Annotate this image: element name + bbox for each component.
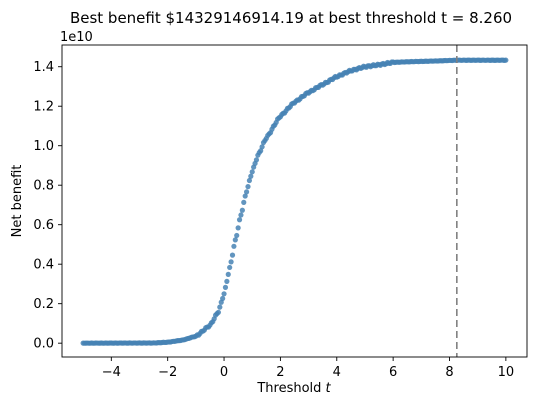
data-point — [241, 199, 247, 205]
plot-area-frame — [61, 44, 528, 358]
x-tick-label: −2 — [158, 365, 177, 380]
y-axis-ticks: 0.0 0.2 0.4 0.6 0.8 1.0 1.2 1.4 — [33, 60, 62, 352]
y-tick-label: 0.4 — [33, 258, 54, 273]
data-point — [220, 295, 226, 302]
data-point — [231, 243, 237, 249]
y-tick-label: 0.2 — [33, 297, 54, 312]
x-tick-label: 10 — [498, 365, 515, 380]
data-point — [236, 217, 243, 223]
data-point — [238, 212, 244, 218]
x-tick-label: 0 — [220, 365, 228, 380]
x-axis-label-text: Threshold — [256, 381, 325, 396]
data-point — [215, 309, 222, 315]
chart-title: Best benefit $14329146914.19 at best thr… — [70, 9, 512, 27]
data-point — [243, 189, 250, 195]
data-point — [221, 291, 227, 297]
y-offset-text: 1e10 — [60, 30, 93, 45]
data-point — [229, 252, 236, 258]
y-tick-label: 0.8 — [33, 179, 54, 194]
y-tick-label: 1.4 — [33, 60, 54, 75]
data-point — [249, 169, 255, 175]
y-axis-label: Net benefit — [10, 165, 25, 238]
x-tick-label: −4 — [102, 365, 121, 380]
x-axis-ticks: −4 −2 0 2 4 6 8 10 — [102, 357, 514, 380]
x-axis-label: Threshold t — [256, 381, 331, 396]
x-axis-label-variable: t — [326, 381, 332, 396]
y-tick-label: 0.6 — [33, 218, 54, 233]
data-point — [234, 232, 240, 239]
data-point — [503, 57, 509, 63]
data-point — [222, 284, 229, 290]
data-point — [242, 193, 248, 199]
data-point — [217, 304, 223, 310]
x-tick-label: 4 — [333, 365, 341, 380]
data-point — [225, 271, 231, 277]
data-point — [232, 237, 238, 243]
data-point — [239, 207, 245, 213]
data-point — [224, 278, 230, 284]
data-point — [253, 157, 260, 163]
data-point — [258, 148, 264, 154]
data-point — [245, 184, 251, 190]
y-tick-label: 1.2 — [33, 100, 54, 115]
data-point — [259, 144, 265, 150]
data-point — [227, 264, 233, 271]
data-point — [248, 173, 254, 179]
x-tick-label: 2 — [276, 365, 284, 380]
x-tick-label: 8 — [445, 365, 453, 380]
x-tick-label: 6 — [389, 365, 397, 380]
y-tick-label: 0.0 — [33, 337, 54, 352]
data-point — [228, 259, 234, 265]
data-point — [246, 177, 253, 184]
scatter-points — [80, 57, 509, 346]
y-tick-label: 1.0 — [33, 139, 54, 154]
data-point — [235, 225, 241, 231]
